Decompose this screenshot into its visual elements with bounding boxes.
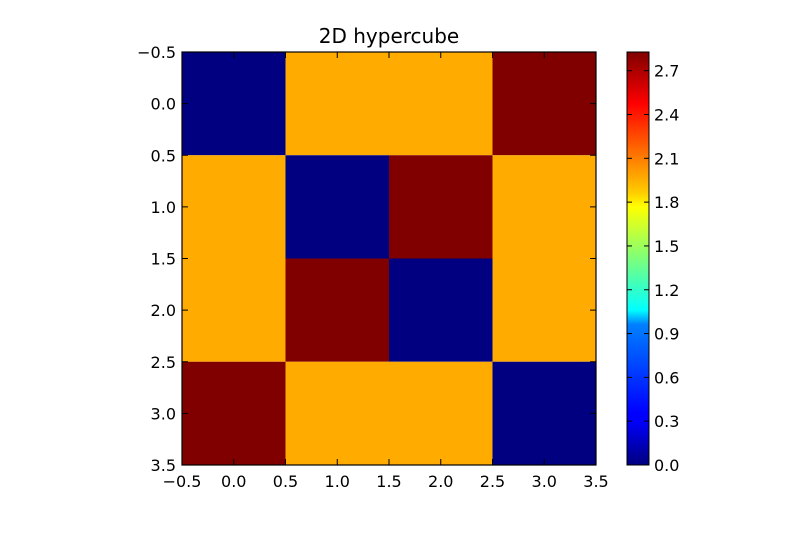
x-tick-label: 3.5 [583, 472, 608, 491]
heatmap-cell [285, 155, 389, 259]
colorbar-tick-label: 0.6 [654, 368, 679, 387]
colorbar-tick-label: 2.7 [654, 62, 679, 81]
y-axis: −0.5 0.0 0.5 1.0 1.5 2.0 2.5 3.0 3.5 [137, 43, 596, 475]
y-tick-label: −0.5 [137, 43, 176, 62]
heatmap-cell [389, 52, 493, 156]
x-tick-label: 2.5 [480, 472, 505, 491]
x-tick-label: 1.5 [376, 472, 401, 491]
colorbar-tick-label: 2.1 [654, 149, 679, 168]
heatmap-cell [492, 155, 596, 259]
x-tick-label: 3.0 [532, 472, 557, 491]
heatmap-cell [182, 258, 286, 362]
chart-title: 2D hypercube [319, 24, 459, 48]
x-tick-label: 1.0 [325, 472, 350, 491]
y-tick-label: 0.0 [151, 95, 176, 114]
x-tick-label: −0.5 [163, 472, 202, 491]
heatmap-cell [285, 52, 389, 156]
y-tick-label: 3.5 [151, 456, 176, 475]
colorbar-tick-label: 2.4 [654, 106, 679, 125]
colorbar-tick-label: 1.8 [654, 193, 679, 212]
heatmap-cell [492, 52, 596, 156]
heatmap-cell [492, 361, 596, 465]
heatmap-cells [182, 52, 596, 465]
x-axis: −0.5 0.0 0.5 1.0 1.5 2.0 2.5 3.0 3.5 [163, 52, 609, 491]
colorbar-tick-label: 1.5 [654, 237, 679, 256]
y-tick-label: 1.5 [151, 250, 176, 269]
heatmap-cell [182, 52, 286, 156]
colorbar-tick-label: 0.0 [654, 456, 679, 475]
colorbar-gradient [626, 51, 650, 466]
colorbar-ticks: 0.0 0.3 0.6 0.9 1.2 1.5 1.8 2.1 2.4 2.7 [627, 62, 679, 475]
colorbar-tick-label: 1.2 [654, 281, 679, 300]
heatmap-cell [285, 361, 389, 465]
colorbar-tick-label: 0.9 [654, 325, 679, 344]
heatmap-cell [389, 155, 493, 259]
x-tick-label: 2.0 [428, 472, 453, 491]
y-tick-label: 2.0 [151, 301, 176, 320]
y-tick-label: 3.0 [151, 404, 176, 423]
heatmap-cell [285, 258, 389, 362]
colorbar: 0.0 0.3 0.6 0.9 1.2 1.5 1.8 2.1 2.4 2.7 [626, 51, 679, 475]
y-tick-label: 0.5 [151, 146, 176, 165]
heatmap-cell [389, 361, 493, 465]
y-tick-label: 1.0 [151, 198, 176, 217]
heatmap-cell [492, 258, 596, 362]
heatmap-cell [182, 361, 286, 465]
x-tick-label: 0.5 [273, 472, 298, 491]
colorbar-tick-label: 0.3 [654, 412, 679, 431]
x-tick-label: 0.0 [221, 472, 246, 491]
heatmap-cell [182, 155, 286, 259]
y-tick-label: 2.5 [151, 353, 176, 372]
heatmap-cell [389, 258, 493, 362]
